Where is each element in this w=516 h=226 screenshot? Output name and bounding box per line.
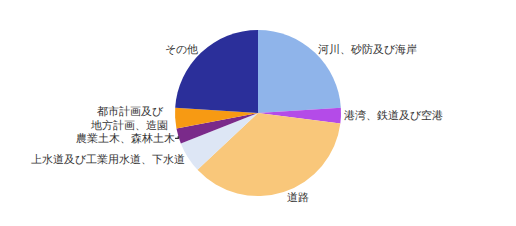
svg-text:港湾、鉄道及び空港: 港湾、鉄道及び空港 (344, 109, 443, 122)
svg-text:河川、砂防及び海岸: 河川、砂防及び海岸 (318, 43, 417, 56)
svg-text:上水道及び工業用水道、下水道: 上水道及び工業用水道、下水道 (31, 153, 185, 166)
svg-text:その他: その他 (165, 43, 198, 56)
svg-text:都市計画及び地方計画、造園: 都市計画及び地方計画、造園 (90, 105, 168, 132)
svg-text:農業土木、森林土木: 農業土木、森林土木 (76, 132, 175, 145)
svg-text:道路: 道路 (287, 191, 309, 204)
